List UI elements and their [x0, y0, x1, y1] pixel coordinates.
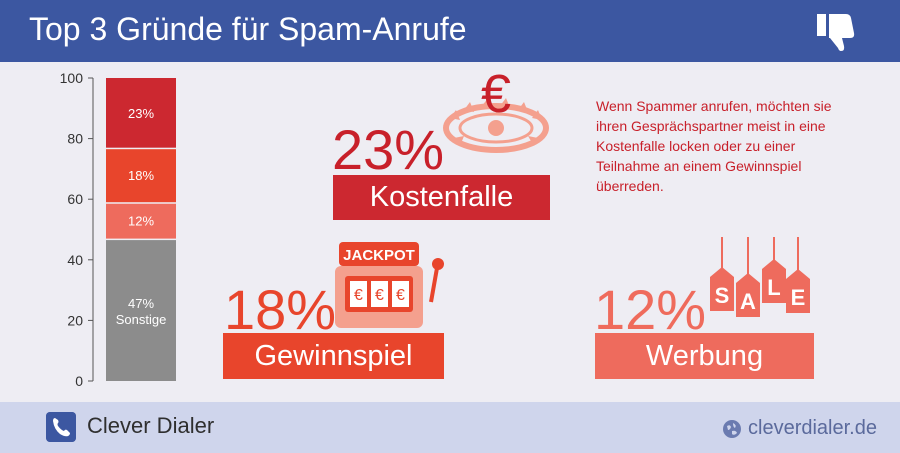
- bar-segment-werbung: [106, 203, 176, 239]
- werbung-label-text: Werbung: [645, 339, 764, 372]
- bar-label-sonstige-name: Sonstige: [116, 312, 167, 327]
- bar-label-sonstige-percent: 47%: [128, 296, 154, 311]
- reel-1: €: [354, 287, 363, 304]
- y-tick-label: 80: [67, 131, 83, 147]
- reel-2: €: [375, 287, 384, 304]
- y-tick-label: 20: [67, 312, 83, 328]
- jackpot-sign: JACKPOT: [343, 247, 415, 264]
- werbung-percent: 12%: [594, 278, 707, 341]
- site-url[interactable]: cleverdialer.de: [748, 417, 877, 439]
- y-tick-label: 0: [75, 373, 83, 389]
- sale-tag-a: A: [740, 289, 756, 314]
- y-tick-label: 60: [67, 191, 83, 207]
- description-text: Wenn Spammer anrufen, möchten sie ihren …: [596, 98, 832, 194]
- header-bar: Top 3 Gründe für Spam-Anrufe: [0, 0, 900, 62]
- jackpot-slot-machine-icon: JACKPOT € € €: [335, 242, 444, 328]
- euro-symbol: €: [481, 66, 511, 124]
- phone-icon: [46, 412, 76, 442]
- gewinnspiel-percent: 18%: [224, 278, 337, 341]
- kostenfalle-label: Kostenfalle: [333, 175, 550, 220]
- bar-label-gewinnspiel: 18%: [128, 168, 154, 183]
- kostenfalle-percent: 23%: [332, 118, 445, 181]
- euro-trap-icon: €: [443, 66, 549, 153]
- sale-tags-icon: S A L E: [710, 237, 810, 317]
- gewinnspiel-label-text: Gewinnspiel: [254, 339, 413, 372]
- kostenfalle-label-text: Kostenfalle: [369, 181, 514, 213]
- sale-tag-e: E: [791, 285, 806, 310]
- gewinnspiel-label: Gewinnspiel: [223, 333, 444, 379]
- brand-name: Clever Dialer: [87, 413, 215, 438]
- bar-segment-kostenfalle: [106, 78, 176, 148]
- y-tick-label: 40: [67, 252, 83, 268]
- page-title: Top 3 Gründe für Spam-Anrufe: [29, 11, 467, 47]
- bar-segment-sonstige: [106, 240, 176, 381]
- sale-tag-s: S: [715, 283, 730, 308]
- globe-icon: [723, 420, 741, 438]
- stacked-bar-chart: 0 20 40 60 80 100 47%Sonstige 12% 18% 23%: [60, 70, 176, 389]
- bar-segment-gewinnspiel: [106, 149, 176, 203]
- thumbs-down-icon: [817, 14, 855, 51]
- reel-3: €: [396, 287, 405, 304]
- sale-tag-l: L: [767, 275, 780, 300]
- bar-label-werbung: 12%: [128, 213, 154, 228]
- footer-bar: [0, 402, 900, 453]
- bar-label-kostenfalle: 23%: [128, 106, 154, 121]
- werbung-label: Werbung: [595, 333, 814, 379]
- y-tick-label: 100: [60, 70, 84, 86]
